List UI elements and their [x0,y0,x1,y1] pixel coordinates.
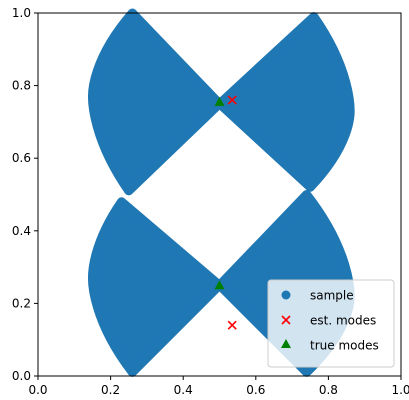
y-tick-label-1: 0.2 [12,296,31,310]
legend-box [267,279,395,368]
mode-markers [214,95,237,330]
x-tick-label-3: 0.6 [246,383,265,397]
x-tick-label-0: 0.0 [28,383,47,397]
sample-region-3 [87,197,224,377]
plot-frame [37,12,402,377]
sample-region-2 [215,12,355,192]
x-tick-label-4: 0.8 [319,383,338,397]
legend-true-modes-marker [281,339,291,348]
x-tick-label-1: 0.2 [101,383,120,397]
y-tick-label-2: 0.4 [12,224,31,238]
y-tick-label-5: 1.0 [12,6,31,20]
legend: sample est. modes true modes [267,279,395,368]
sample-region-1 [87,8,224,196]
x-axis: 0.0 0.2 0.4 0.6 0.8 1.0 [28,376,409,397]
y-axis: 0.0 0.2 0.4 0.6 0.8 1.0 [12,6,38,383]
x-tick-label-5: 1.0 [391,383,409,397]
y-tick-label-3: 0.6 [12,151,31,165]
legend-sample-label: sample [310,289,354,303]
x-tick-label-2: 0.4 [174,383,193,397]
legend-true-modes-label: true modes [310,339,379,353]
y-tick-label-0: 0.0 [12,369,31,383]
true-mode-marker-1 [214,96,225,106]
legend-est-modes-marker [281,315,291,325]
est-mode-marker-2 [227,320,237,330]
y-tick-label-4: 0.8 [12,79,31,93]
true-mode-marker-2 [214,280,225,290]
legend-est-modes-label: est. modes [310,314,376,328]
est-mode-marker-1 [227,95,237,105]
legend-sample-marker [281,290,291,300]
